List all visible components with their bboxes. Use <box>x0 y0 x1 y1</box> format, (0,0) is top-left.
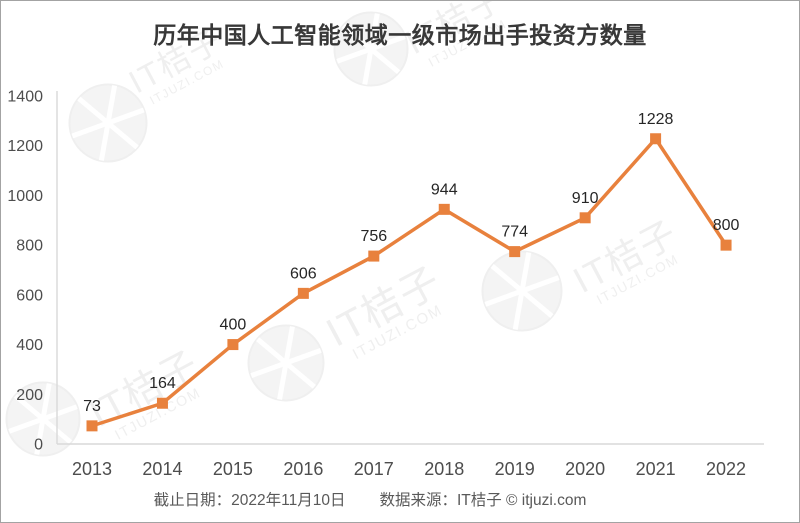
data-point-marker-2014 <box>156 397 168 409</box>
data-point-label-2013: 73 <box>83 398 101 415</box>
x-tick-label: 2021 <box>636 459 676 479</box>
y-tick-label: 600 <box>16 287 43 304</box>
x-tick-label: 2017 <box>354 459 394 479</box>
x-tick-label: 2015 <box>213 459 253 479</box>
x-tick-label: 2019 <box>495 459 535 479</box>
data-point-label-2021: 1228 <box>638 111 674 128</box>
y-tick-label: 400 <box>16 337 43 354</box>
data-point-marker-2015 <box>227 339 239 351</box>
data-point-label-2014: 164 <box>149 375 176 392</box>
data-point-marker-2018 <box>438 203 450 215</box>
data-point-marker-2013 <box>86 420 98 432</box>
data-point-label-2022: 800 <box>713 217 740 234</box>
data-point-label-2015: 400 <box>220 317 247 334</box>
data-point-marker-2019 <box>509 246 521 258</box>
data-point-label-2016: 606 <box>290 265 317 282</box>
data-source-label: 数据来源：IT桔子 © itjuzi.com <box>379 492 587 509</box>
data-point-marker-2020 <box>579 212 591 224</box>
data-point-marker-2017 <box>368 250 380 262</box>
x-tick-label: 2014 <box>142 459 182 479</box>
y-tick-label: 200 <box>16 387 43 404</box>
y-tick-label: 800 <box>16 238 43 255</box>
x-tick-label: 2018 <box>424 459 464 479</box>
data-point-label-2018: 944 <box>431 181 458 198</box>
cutoff-date-label: 截止日期：2022年11月10日 <box>153 492 346 509</box>
y-tick-label: 1400 <box>7 89 43 106</box>
data-point-marker-2016 <box>297 287 309 299</box>
data-point-marker-2022 <box>720 239 732 251</box>
x-tick-label: 2016 <box>283 459 323 479</box>
data-point-label-2017: 756 <box>360 228 387 245</box>
y-tick-label: 1200 <box>7 138 43 155</box>
data-point-label-2020: 910 <box>572 190 599 207</box>
data-point-marker-2021 <box>650 133 662 145</box>
x-tick-label: 2020 <box>565 459 605 479</box>
y-tick-label: 1000 <box>7 188 43 205</box>
data-point-label-2019: 774 <box>501 224 528 241</box>
x-tick-label: 2022 <box>706 459 746 479</box>
chart-title: 历年中国人工智能领域一级市场出手投资方数量 <box>153 22 647 48</box>
y-tick-label: 0 <box>34 437 43 454</box>
x-tick-label: 2013 <box>72 459 112 479</box>
series-line <box>91 135 728 428</box>
chart-footer: 截止日期：2022年11月10日 数据来源：IT桔子 © itjuzi.com <box>1 488 769 510</box>
